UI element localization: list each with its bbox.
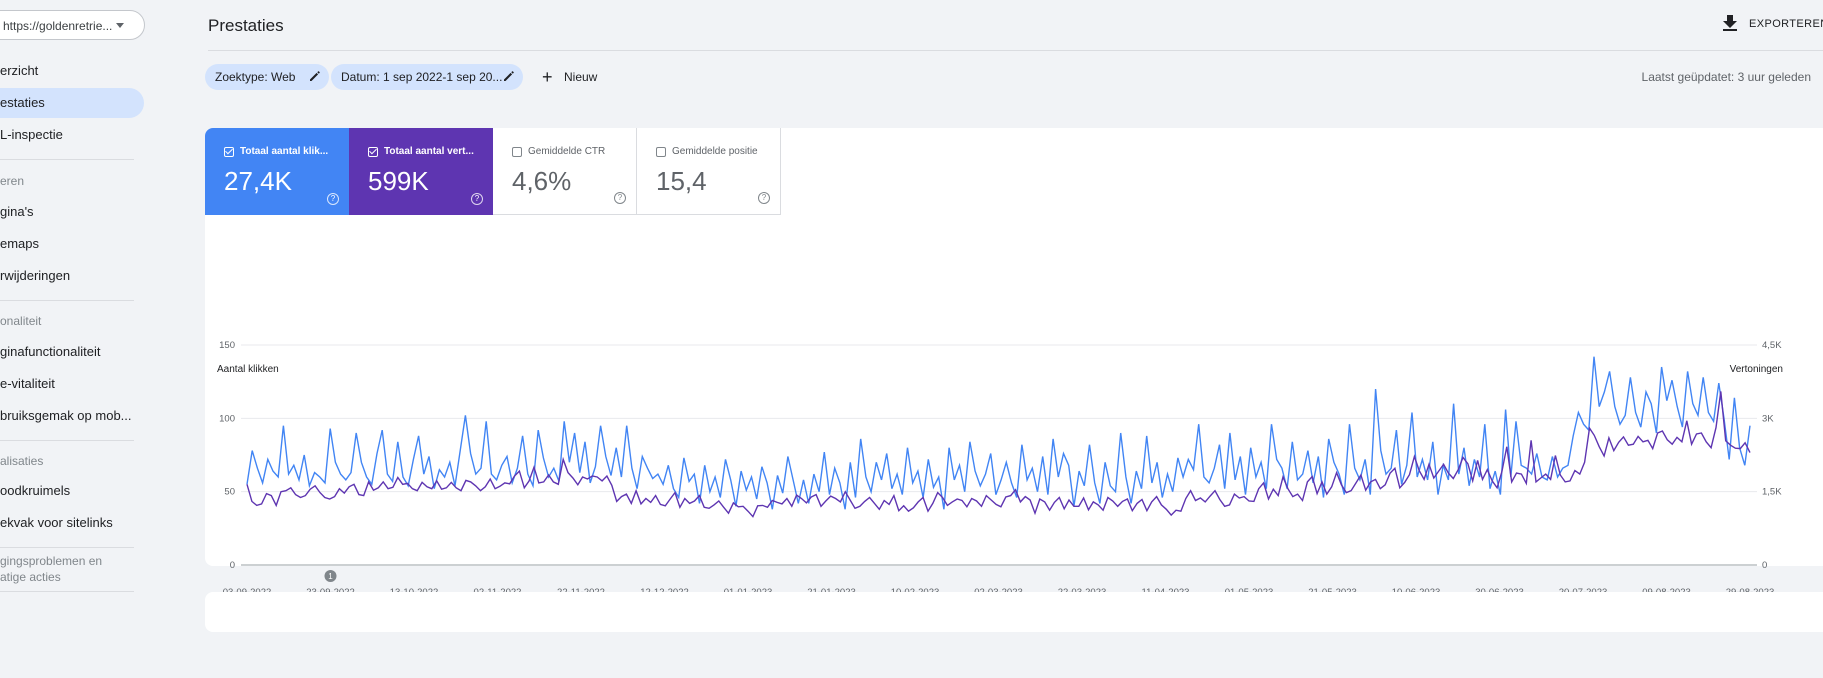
left-axis-title: Aantal klikken bbox=[217, 364, 279, 375]
sidebar-section-experience: onaliteit bbox=[0, 314, 42, 328]
edit-icon bbox=[504, 71, 514, 81]
checkbox-unchecked-icon[interactable] bbox=[512, 147, 522, 157]
filter-chip-label: Zoektype: Web bbox=[215, 70, 296, 84]
main-content: Prestaties EXPORTEREN Zoektype: Web Datu… bbox=[160, 0, 1823, 632]
series-line-impressions bbox=[246, 391, 1751, 518]
sidebar-item-removals[interactable]: rwijderingen bbox=[0, 261, 70, 291]
right-axis-ticks: 4,5K 3K 1,5K 0 bbox=[1762, 340, 1782, 571]
annotation-marker[interactable]: 1 bbox=[324, 570, 337, 582]
add-filter-button[interactable]: + Nieuw bbox=[542, 64, 602, 90]
metric-card-impressions[interactable]: Totaal aantal vert... 599K ? bbox=[349, 128, 493, 215]
metric-card-ctr[interactable]: Gemiddelde CTR 4,6% ? bbox=[493, 128, 637, 215]
right-axis-title: Vertoningen bbox=[1730, 364, 1783, 375]
sidebar-item-label: bruiksgemak op mob... bbox=[0, 408, 132, 423]
metric-value: 27,4K bbox=[224, 166, 292, 196]
add-filter-label: Nieuw bbox=[564, 70, 598, 84]
export-label: EXPORTEREN bbox=[1749, 18, 1823, 30]
help-icon[interactable]: ? bbox=[758, 192, 770, 204]
export-button[interactable]: EXPORTEREN bbox=[1723, 14, 1823, 36]
right-tick-label: 4,5K bbox=[1762, 340, 1782, 351]
chart-gridlines bbox=[241, 344, 1757, 566]
metric-label: Gemiddelde positie bbox=[672, 146, 758, 157]
property-selector[interactable]: https://goldenretrie... bbox=[0, 10, 145, 40]
help-icon[interactable]: ? bbox=[327, 193, 339, 205]
left-axis-ticks: 150 100 50 0 bbox=[219, 340, 235, 571]
sidebar-item-core-web-vitals[interactable]: e-vitaliteit bbox=[0, 369, 55, 399]
filter-chip-date[interactable]: Datum: 1 sep 2022-1 sep 20... bbox=[331, 64, 523, 90]
sidebar-divider bbox=[0, 300, 134, 301]
sidebar-item-sitelinks-searchbox[interactable]: ekvak voor sitelinks bbox=[0, 508, 113, 538]
sidebar-item-label: gina's bbox=[0, 204, 34, 219]
annotation-label: 1 bbox=[328, 572, 333, 581]
help-icon[interactable]: ? bbox=[614, 192, 626, 204]
sidebar-item-label: erzicht bbox=[0, 63, 39, 78]
left-tick-label: 50 bbox=[224, 487, 235, 498]
plus-icon: + bbox=[542, 67, 553, 87]
sidebar-item-label: ginafunctionaliteit bbox=[0, 344, 101, 359]
metric-value: 15,4 bbox=[656, 166, 707, 196]
sidebar-item-overview[interactable]: erzicht bbox=[0, 56, 38, 86]
metric-value: 599K bbox=[368, 166, 429, 196]
sidebar-divider bbox=[0, 547, 134, 548]
header-divider bbox=[208, 50, 1823, 51]
sidebar-item-performance[interactable]: estaties bbox=[0, 88, 144, 118]
last-updated-text: Laatst geüpdatet: 3 uur geleden bbox=[1641, 70, 1811, 84]
sidebar-section-index: eren bbox=[0, 174, 25, 188]
checkbox-checked-icon[interactable] bbox=[224, 146, 234, 157]
left-tick-label: 0 bbox=[230, 560, 235, 571]
sidebar-divider bbox=[0, 591, 134, 592]
metric-card-position[interactable]: Gemiddelde positie 15,4 ? bbox=[637, 128, 781, 215]
sidebar-item-label: emaps bbox=[0, 236, 40, 251]
metric-label: Gemiddelde CTR bbox=[528, 146, 606, 157]
sidebar-item-label: ekvak voor sitelinks bbox=[0, 515, 113, 530]
metric-label: Totaal aantal vert... bbox=[384, 146, 474, 157]
checkbox-unchecked-icon[interactable] bbox=[656, 147, 666, 157]
edit-icon bbox=[310, 71, 320, 81]
page-title: Prestaties bbox=[208, 16, 284, 35]
sidebar-item-label: L-inspectie bbox=[0, 127, 63, 142]
left-tick-label: 100 bbox=[219, 413, 235, 424]
metric-card-clicks[interactable]: Totaal aantal klik... 27,4K ? bbox=[205, 128, 349, 215]
queries-card bbox=[205, 592, 1823, 632]
sidebar-item-label: oodkruimels bbox=[0, 483, 71, 498]
help-icon[interactable]: ? bbox=[471, 193, 483, 205]
metric-value: 4,6% bbox=[512, 166, 572, 196]
right-tick-label: 1,5K bbox=[1762, 487, 1782, 498]
sidebar-section-enhancements: alisaties bbox=[0, 454, 44, 468]
performance-card: Totaal aantal klik... 27,4K ? Totaal aan… bbox=[205, 128, 1823, 598]
sidebar-item-page-experience[interactable]: ginafunctionaliteit bbox=[0, 337, 100, 367]
sidebar-section-security[interactable]: gingsproblemen en atige acties bbox=[0, 554, 103, 584]
metric-label: Totaal aantal klik... bbox=[240, 146, 329, 157]
sidebar-divider bbox=[0, 440, 134, 441]
download-icon bbox=[1723, 15, 1737, 31]
sidebar-item-label: e-vitaliteit bbox=[0, 376, 55, 391]
sidebar-item-url-inspection[interactable]: L-inspectie bbox=[0, 120, 63, 150]
sidebar-item-pages[interactable]: gina's bbox=[0, 197, 34, 227]
property-selector-label: https://goldenretrie... bbox=[3, 19, 113, 33]
chevron-down-icon bbox=[116, 23, 124, 28]
sidebar-divider bbox=[0, 159, 134, 160]
sidebar-item-sitemaps[interactable]: emaps bbox=[0, 229, 39, 259]
left-tick-label: 150 bbox=[219, 340, 235, 351]
sidebar-item-label: estaties bbox=[0, 95, 45, 110]
sidebar-item-breadcrumbs[interactable]: oodkruimels bbox=[0, 476, 70, 506]
series-line-clicks bbox=[246, 356, 1751, 510]
right-tick-label: 0 bbox=[1762, 560, 1767, 571]
checkbox-checked-icon[interactable] bbox=[368, 146, 378, 157]
sidebar-item-mobile-usability[interactable]: bruiksgemak op mob... bbox=[0, 401, 132, 431]
filter-chip-label: Datum: 1 sep 2022-1 sep 20... bbox=[341, 70, 503, 84]
right-tick-label: 3K bbox=[1762, 413, 1774, 424]
sidebar: https://goldenretrie... erzicht estaties… bbox=[0, 0, 160, 605]
sidebar-item-label: rwijderingen bbox=[0, 268, 71, 283]
filter-chip-search-type[interactable]: Zoektype: Web bbox=[205, 64, 329, 90]
